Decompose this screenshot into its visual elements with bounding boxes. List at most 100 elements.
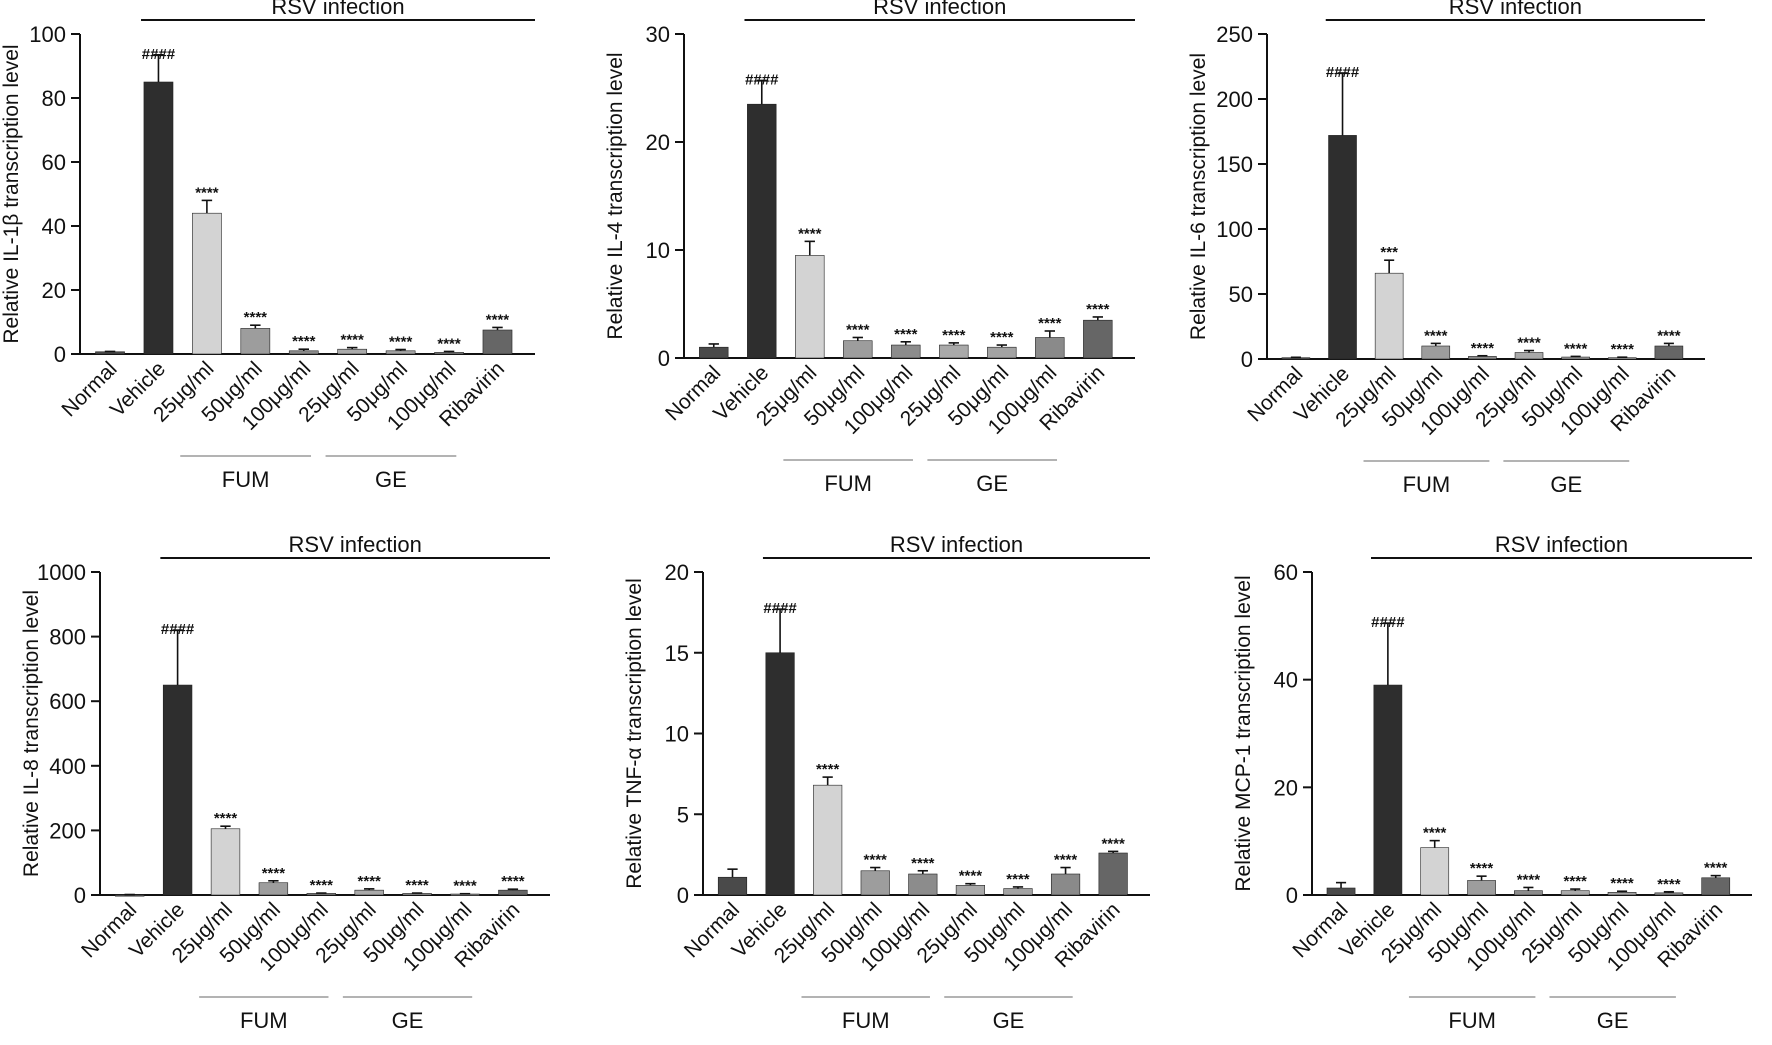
bar-2	[1374, 272, 1404, 360]
bar-1	[1328, 135, 1357, 360]
y-tick-label: 100	[1216, 217, 1253, 242]
infection-bracket-label: RSV infection	[873, 0, 1006, 19]
significance-label-1: ####	[161, 621, 195, 638]
significance-label-5: ****	[1517, 335, 1541, 352]
significance-label-2: ****	[214, 810, 238, 827]
bar-1	[765, 652, 795, 896]
y-axis-label: Relative IL-8 transcription level	[20, 590, 43, 877]
significance-label-8: ****	[501, 873, 525, 890]
y-tick-label: 5	[677, 802, 689, 827]
significance-label-7: ****	[1657, 876, 1681, 893]
chart-panel-1: 0 20 40 60 80 100 Relative IL-1β transcription…	[0, 0, 535, 492]
bar-5	[939, 344, 969, 359]
significance-label-4: ****	[1517, 871, 1541, 888]
bar-8	[1701, 877, 1731, 896]
bar-4	[1514, 890, 1543, 896]
significance-label-7: ****	[453, 878, 477, 895]
bar-6	[385, 350, 416, 355]
significance-label-2: ****	[195, 184, 219, 201]
bar-8	[1654, 345, 1684, 360]
bar-1	[747, 103, 777, 359]
chart-panel-2: 0 10 20 30 Relative IL-4 transcription level…	[604, 0, 1135, 496]
significance-label-6: ****	[1006, 871, 1030, 888]
infection-bracket-label: RSV infection	[271, 0, 404, 19]
bar-5	[354, 889, 384, 896]
y-tick-label: 0	[1286, 883, 1298, 908]
significance-label-4: ****	[310, 877, 334, 894]
bar-7	[434, 352, 464, 355]
bar-7	[1050, 873, 1081, 896]
y-tick-label: 20	[665, 560, 689, 585]
y-tick-label: 600	[49, 689, 86, 714]
bar-8	[498, 889, 528, 896]
significance-label-4: ****	[911, 855, 935, 872]
bar-5	[337, 348, 368, 355]
bar-2	[210, 828, 241, 896]
y-tick-label: 100	[29, 22, 66, 47]
significance-label-6: ****	[405, 877, 429, 894]
bar-7	[1035, 337, 1065, 359]
significance-label-7: ****	[437, 335, 461, 352]
significance-label-3: ****	[262, 865, 286, 882]
group-label-0: FUM	[1448, 1008, 1496, 1033]
chart-panel-5: 0 5 10 15 20 Relative TNF-α transcription lev…	[623, 532, 1150, 1033]
bar-4	[288, 350, 319, 355]
group-label-1: GE	[1597, 1008, 1629, 1033]
bar-2	[813, 784, 843, 896]
chart-panel-6: 0 20 40 60 Relative MCP-1 transcription leve…	[1232, 532, 1752, 1033]
y-tick-label: 1000	[37, 560, 86, 585]
bar-3	[1421, 345, 1451, 360]
y-tick-label: 10	[665, 722, 689, 747]
bar-3	[860, 870, 890, 896]
significance-label-4: ****	[894, 326, 918, 343]
significance-label-7: ****	[1038, 315, 1062, 332]
bar-8	[482, 329, 513, 355]
bar-1	[143, 81, 174, 355]
y-axis-label: Relative IL-6 transcription level	[1187, 53, 1210, 340]
y-tick-label: 0	[1241, 347, 1253, 372]
group-label-0: FUM	[222, 467, 270, 492]
significance-label-3: ****	[864, 852, 888, 869]
group-label-0: FUM	[240, 1008, 288, 1033]
bar-6	[987, 346, 1017, 359]
y-tick-label: 0	[677, 883, 689, 908]
bar-4	[1468, 356, 1497, 360]
y-tick-label: 80	[42, 86, 66, 111]
significance-label-3: ****	[244, 309, 268, 326]
group-label-0: FUM	[842, 1008, 890, 1033]
y-tick-label: 0	[54, 342, 66, 367]
group-label-1: GE	[392, 1008, 424, 1033]
bar-3	[258, 882, 289, 896]
y-tick-label: 0	[658, 346, 670, 371]
significance-label-8: ****	[1657, 327, 1681, 344]
significance-label-3: ****	[846, 321, 870, 338]
bar-5	[1560, 890, 1590, 896]
infection-bracket-label: RSV infection	[890, 532, 1023, 557]
group-label-0: FUM	[1403, 472, 1451, 497]
bar-0	[717, 876, 748, 896]
infection-bracket-label: RSV infection	[1495, 532, 1628, 557]
y-tick-label: 250	[1216, 22, 1253, 47]
significance-label-5: ****	[959, 868, 983, 885]
y-axis-label: Relative IL-1β transcription level	[0, 44, 23, 343]
significance-label-1: ####	[745, 71, 779, 88]
significance-label-6: ****	[389, 334, 413, 351]
group-label-1: GE	[1550, 472, 1582, 497]
significance-label-8: ****	[1086, 301, 1110, 318]
y-axis-label: Relative TNF-α transcription level	[623, 578, 646, 889]
y-tick-label: 60	[1274, 560, 1298, 585]
bar-0	[699, 346, 729, 359]
significance-label-8: ****	[1704, 860, 1728, 877]
bar-6	[1607, 892, 1637, 896]
bar-6	[1003, 888, 1033, 896]
y-tick-label: 40	[42, 214, 66, 239]
group-label-1: GE	[976, 471, 1008, 496]
bar-0	[1326, 887, 1356, 896]
y-tick-label: 20	[42, 278, 66, 303]
bar-4	[908, 873, 938, 896]
y-tick-label: 200	[1216, 87, 1253, 112]
bar-3	[240, 328, 271, 355]
y-axis-label: Relative IL-4 transcription level	[604, 52, 627, 339]
group-label-1: GE	[375, 467, 407, 492]
